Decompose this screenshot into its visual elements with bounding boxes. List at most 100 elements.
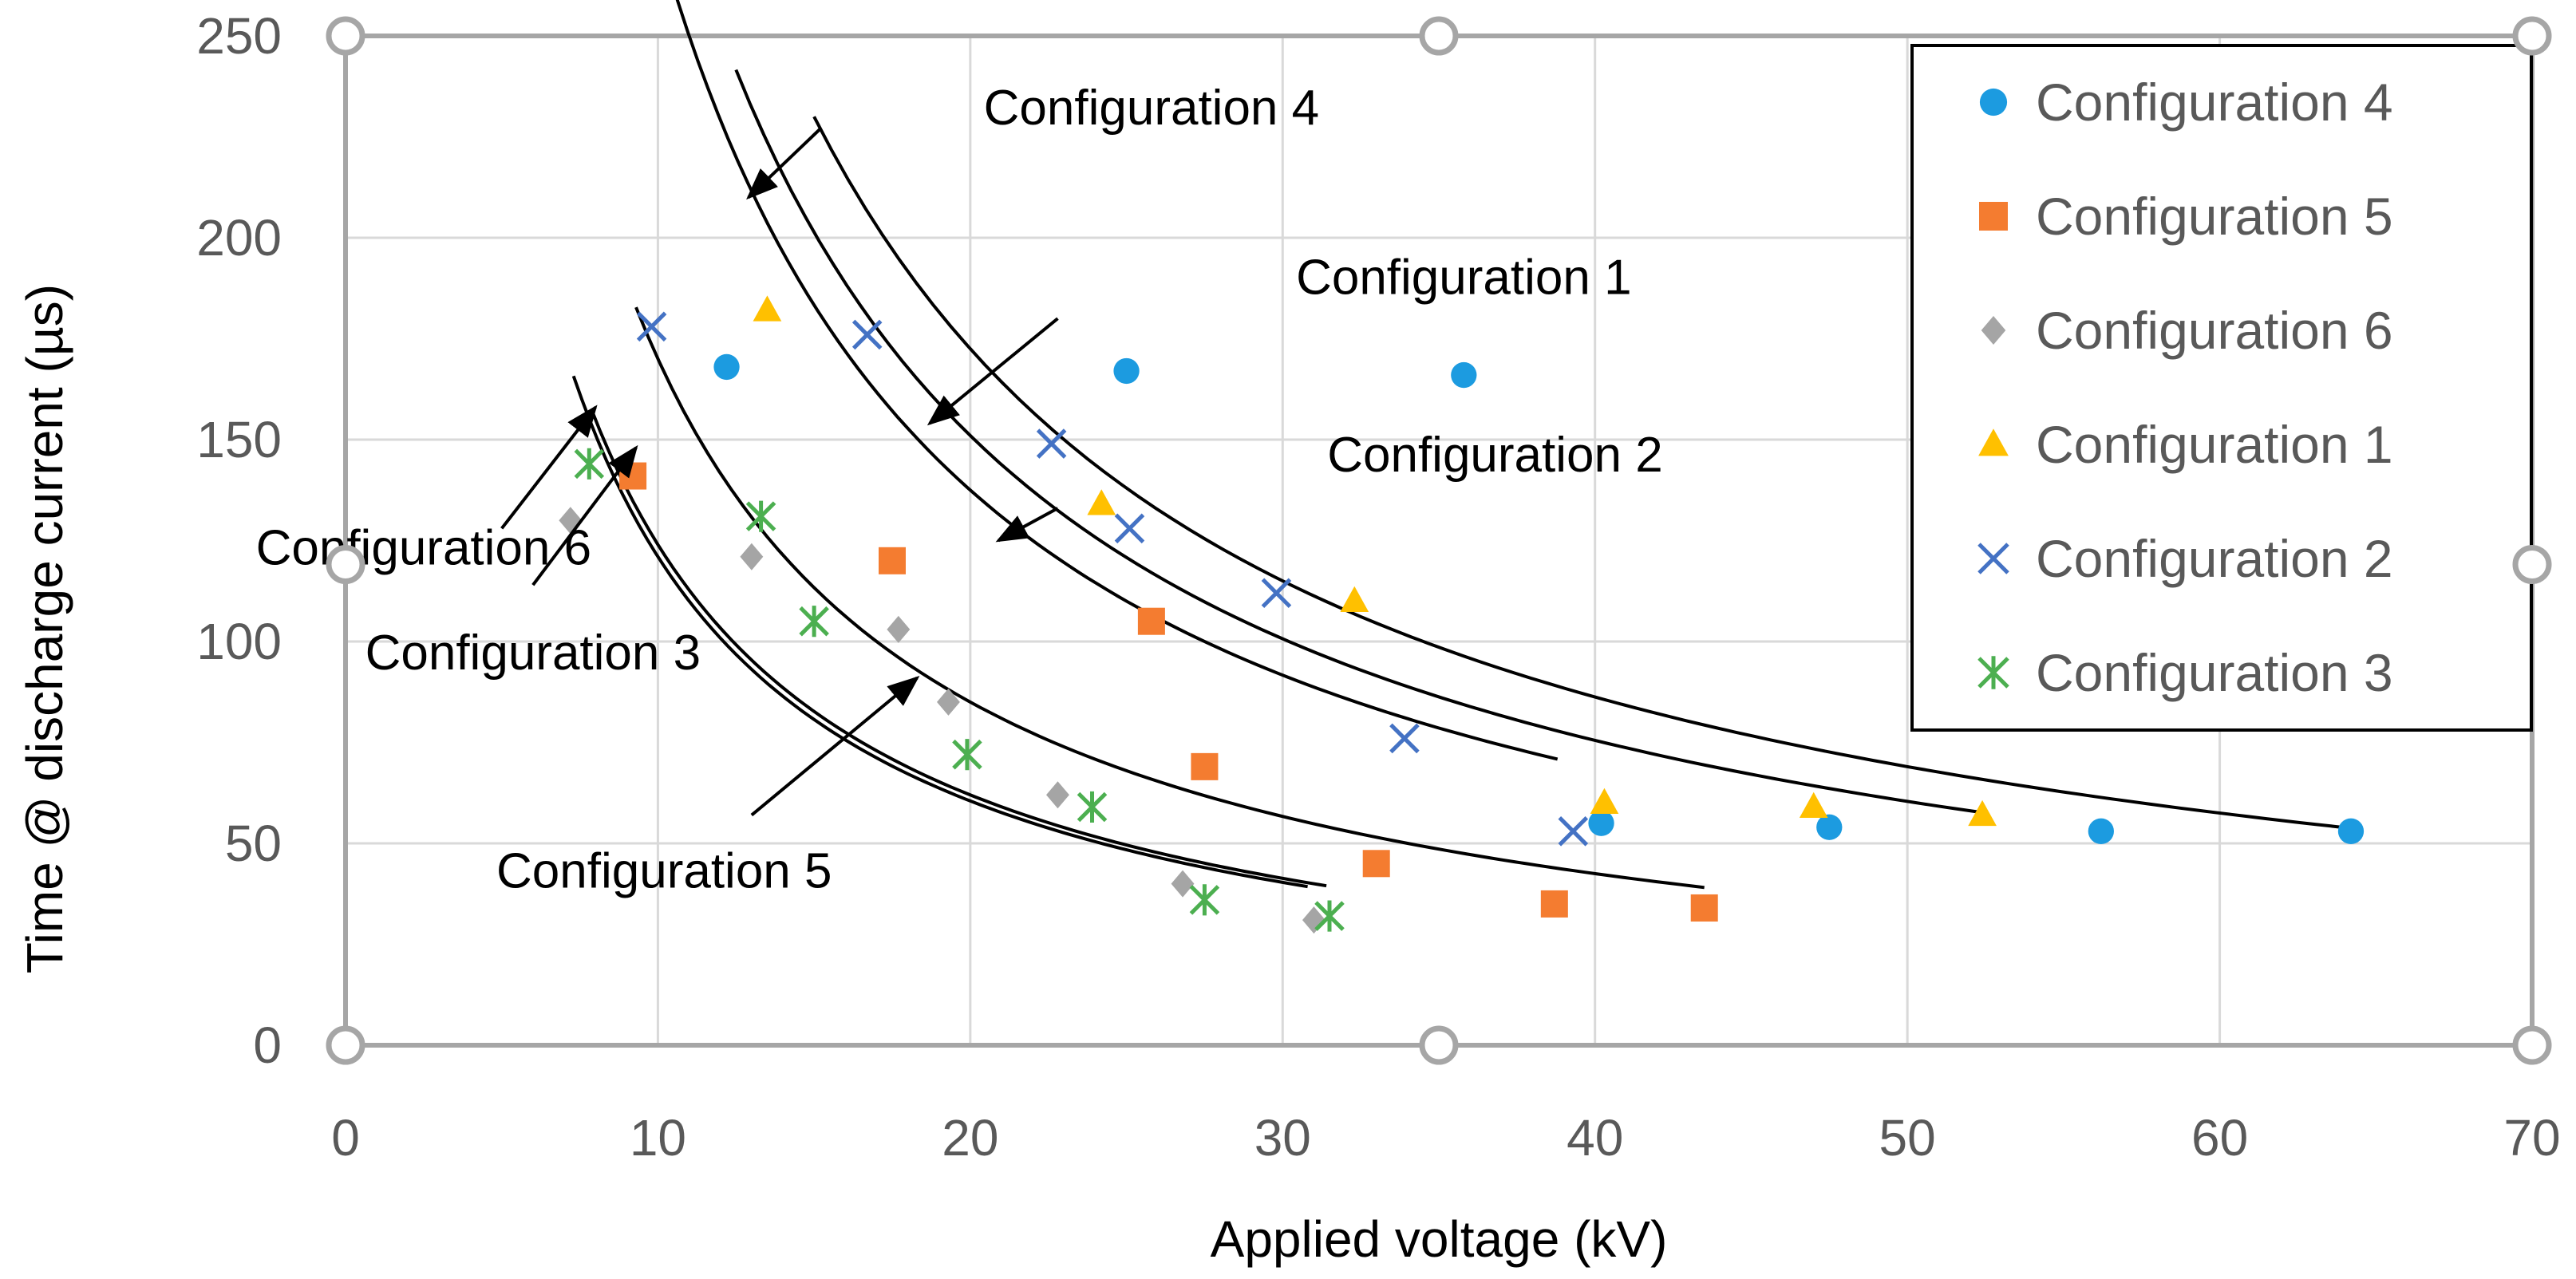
annotations: Configuration 4 Configuration 1 Configurat… (256, 81, 1663, 898)
point-configuration-6-1 (559, 507, 583, 535)
point-configuration-3-3 (799, 606, 829, 638)
annotation-arrow-configuration-2 (995, 507, 1059, 543)
y-tick-label-150: 150 (196, 411, 282, 468)
annotation-configuration-5: Configuration 5 (496, 675, 920, 898)
annotation-label-configuration-5: Configuration 5 (496, 843, 832, 898)
resize-handle-top-center[interactable] (1419, 16, 1459, 56)
legend-box (1910, 44, 2533, 732)
point-configuration-4-2 (1113, 357, 1140, 385)
annotation-label-configuration-6: Configuration 6 (256, 521, 592, 576)
legend-marker-configuration-2 (1977, 543, 2009, 574)
annotation-configuration-3: Configuration 3 (365, 444, 701, 681)
resize-handle-bottom-right[interactable] (2512, 1025, 2552, 1065)
legend-marker-configuration-4 (1979, 88, 2008, 116)
resize-handle-top-left[interactable] (326, 16, 365, 56)
series-configuration-1 (753, 295, 1997, 827)
point-configuration-1-4 (1590, 788, 1619, 814)
x-tick-label-70: 70 (2503, 1109, 2560, 1166)
annotation-arrow-configuration-5 (750, 675, 920, 817)
point-configuration-4-3 (1451, 361, 1477, 389)
annotation-configuration-4: Configuration 4 (746, 81, 1320, 200)
point-configuration-3-2 (745, 500, 776, 532)
legend-label-configuration-4: Configuration 4 (2036, 73, 2393, 132)
point-configuration-4-1 (713, 353, 740, 381)
annotation-label-configuration-2: Configuration 2 (1327, 428, 1663, 483)
x-tick-label-60: 60 (2191, 1109, 2248, 1166)
point-configuration-3-5 (1077, 791, 1108, 823)
y-tick-label-100: 100 (196, 613, 282, 670)
y-tick-label-200: 200 (196, 209, 282, 266)
fit-curves (571, 0, 2352, 890)
point-configuration-6-6 (1171, 870, 1195, 898)
point-configuration-5-2 (879, 547, 906, 574)
annotation-arrow-configuration-3 (531, 444, 638, 586)
data-points (559, 295, 2365, 934)
point-configuration-2-6 (1389, 723, 1420, 754)
legend-entry-configuration-5: Configuration 5 (1979, 187, 2393, 246)
x-tick-label-50: 50 (1879, 1109, 1936, 1166)
point-configuration-4-7 (2337, 818, 2365, 844)
x-tick-label-40: 40 (1567, 1109, 1623, 1166)
annotation-label-configuration-1: Configuration 1 (1296, 251, 1632, 306)
legend-entry-configuration-2: Configuration 2 (1977, 529, 2393, 588)
legend-label-configuration-5: Configuration 5 (2036, 187, 2393, 246)
point-configuration-3-7 (1314, 900, 1345, 932)
legend-entry-configuration-4: Configuration 4 (1979, 73, 2393, 132)
resize-handle-bottom-left[interactable] (326, 1025, 365, 1065)
point-configuration-2-2 (851, 319, 883, 350)
point-configuration-4-4 (1588, 810, 1614, 836)
annotation-arrow-configuration-4 (746, 127, 822, 200)
fit-curve-configuration-5 (634, 306, 1705, 890)
y-tick-label-50: 50 (225, 815, 282, 872)
x-tick-label-10: 10 (630, 1109, 686, 1166)
legend-marker-configuration-1 (1978, 428, 2009, 456)
x-axis-title: Applied voltage (kV) (1211, 1210, 1668, 1268)
series-configuration-4 (713, 353, 2365, 844)
series-configuration-2 (636, 311, 1589, 847)
point-configuration-5-5 (1362, 850, 1390, 878)
series-configuration-6 (559, 507, 1326, 934)
point-configuration-6-3 (887, 615, 911, 643)
point-configuration-1-3 (1340, 586, 1369, 612)
annotation-label-configuration-4: Configuration 4 (984, 81, 1320, 136)
annotation-arrow-configuration-1 (926, 317, 1059, 426)
fit-curve-configuration-6 (571, 375, 1308, 889)
legend-label-configuration-6: Configuration 6 (2036, 301, 2393, 360)
annotation-configuration-2: Configuration 2 (995, 428, 1663, 543)
legend-entry-configuration-6: Configuration 6 (1981, 301, 2393, 360)
point-configuration-5-7 (1690, 894, 1718, 922)
y-axis-title: Time @ discharge current (µs) (16, 284, 73, 973)
point-configuration-3-4 (952, 739, 982, 771)
point-configuration-6-5 (1046, 781, 1069, 809)
resize-handle-bottom-center[interactable] (1419, 1025, 1459, 1065)
point-configuration-2-4 (1114, 513, 1145, 544)
resize-handle-middle-right[interactable] (2512, 545, 2552, 584)
resize-handle-top-right[interactable] (2512, 16, 2552, 56)
legend-marker-configuration-5 (1979, 202, 2008, 231)
point-configuration-1-6 (1968, 799, 1997, 827)
point-configuration-5-6 (1540, 890, 1568, 918)
fit-curve-configuration-4 (812, 116, 2352, 831)
point-configuration-6-4 (937, 688, 960, 716)
series-configuration-3 (574, 448, 1345, 932)
fit-curve-configuration-2 (675, 0, 1559, 761)
resize-handle-middle-left[interactable] (326, 545, 365, 584)
x-tick-label-30: 30 (1254, 1109, 1311, 1166)
point-configuration-2-3 (1036, 428, 1067, 459)
y-tick-label-250: 250 (196, 7, 282, 65)
legend-label-configuration-2: Configuration 2 (2036, 529, 2393, 588)
point-configuration-2-1 (636, 311, 667, 342)
point-configuration-3-1 (574, 448, 605, 480)
legend-label-configuration-3: Configuration 3 (2036, 643, 2393, 702)
series-configuration-5 (619, 462, 1718, 922)
selection-handles[interactable] (326, 16, 2552, 1065)
point-configuration-2-7 (1558, 816, 1589, 847)
legend: Configuration 4 Configuration 5 Configurat… (1910, 44, 2533, 732)
annotation-arrow-configuration-6 (500, 405, 598, 530)
x-axis-tick-labels: 0 10 20 30 40 50 60 70 (331, 1109, 2560, 1166)
x-tick-label-0: 0 (331, 1109, 360, 1166)
legend-label-configuration-1: Configuration 1 (2036, 415, 2393, 474)
point-configuration-2-5 (1261, 578, 1292, 609)
point-configuration-5-3 (1137, 607, 1165, 635)
point-configuration-1-2 (1087, 489, 1116, 515)
